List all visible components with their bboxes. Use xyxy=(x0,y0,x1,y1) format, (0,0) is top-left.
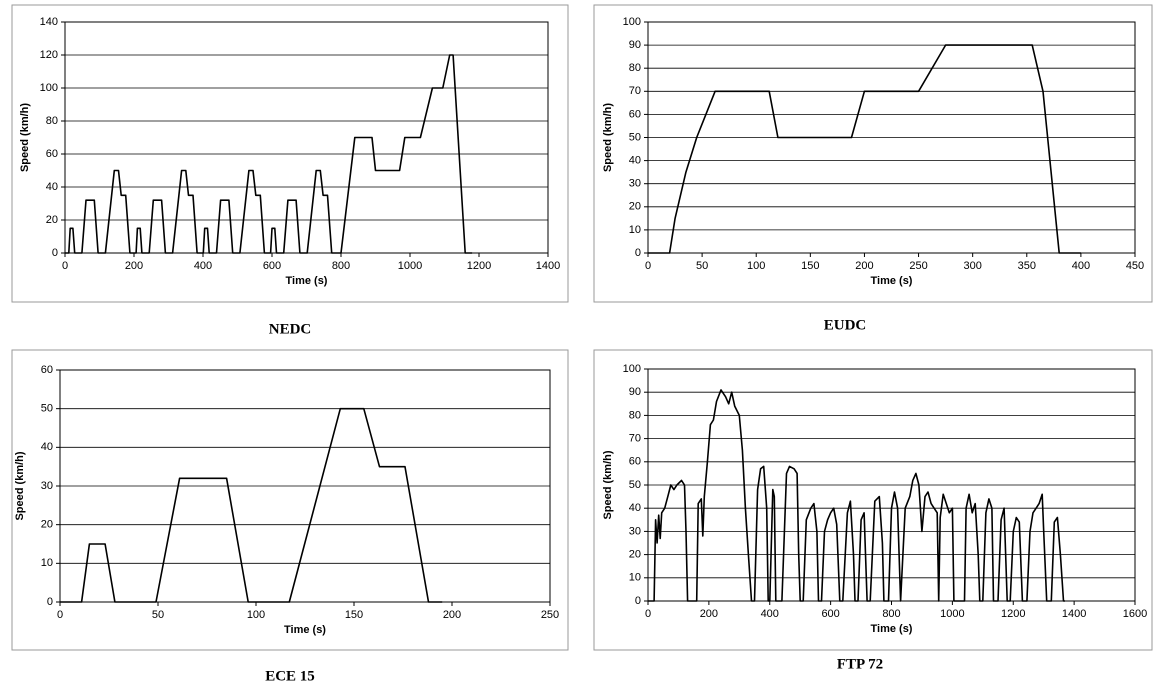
y-tick-label: 30 xyxy=(629,178,641,190)
x-tick-label: 1600 xyxy=(1123,608,1147,620)
speed-line xyxy=(60,407,443,603)
y-axis-label: Speed (km/h) xyxy=(602,103,614,172)
x-tick-label: 800 xyxy=(332,260,350,272)
y-tick-label: 20 xyxy=(629,549,641,561)
x-tick-label: 1200 xyxy=(467,260,491,272)
x-axis-label: Time (s) xyxy=(871,275,913,287)
x-tick-label: 600 xyxy=(263,260,281,272)
x-axis-label: Time (s) xyxy=(871,623,913,635)
x-tick-label: 1400 xyxy=(1062,608,1086,620)
chart-caption: EUDC xyxy=(824,317,867,333)
x-tick-label: 400 xyxy=(1072,260,1090,272)
y-tick-label: 60 xyxy=(629,108,641,120)
y-tick-label: 30 xyxy=(629,525,641,537)
x-tick-label: 350 xyxy=(1018,260,1036,272)
x-tick-label: 250 xyxy=(909,260,927,272)
y-tick-label: 140 xyxy=(40,16,58,28)
y-axis-label: Speed (km/h) xyxy=(14,451,26,520)
y-tick-label: 20 xyxy=(629,201,641,213)
x-tick-label: 200 xyxy=(700,608,718,620)
x-tick-label: 1000 xyxy=(940,608,964,620)
speed-line xyxy=(648,44,1081,254)
x-tick-label: 50 xyxy=(152,609,164,621)
x-tick-label: 1000 xyxy=(398,260,422,272)
x-axis-label: Time (s) xyxy=(284,624,326,636)
x-tick-label: 100 xyxy=(247,609,265,621)
y-tick-label: 10 xyxy=(629,224,641,236)
y-tick-label: 90 xyxy=(629,39,641,51)
y-tick-label: 40 xyxy=(629,502,641,514)
x-tick-label: 150 xyxy=(345,609,363,621)
x-tick-label: 100 xyxy=(747,260,765,272)
y-axis-label: Speed (km/h) xyxy=(602,450,614,519)
y-tick-label: 50 xyxy=(629,479,641,491)
y-tick-label: 40 xyxy=(41,441,53,453)
y-tick-label: 70 xyxy=(629,85,641,97)
x-tick-label: 0 xyxy=(57,609,63,621)
y-tick-label: 40 xyxy=(629,155,641,167)
y-tick-label: 100 xyxy=(623,363,641,375)
x-tick-label: 0 xyxy=(62,260,68,272)
y-tick-label: 0 xyxy=(635,247,641,259)
x-tick-label: 200 xyxy=(855,260,873,272)
chart-caption: NEDC xyxy=(269,321,312,337)
x-tick-label: 0 xyxy=(645,608,651,620)
y-tick-label: 60 xyxy=(629,456,641,468)
speed-line xyxy=(65,54,473,254)
y-tick-label: 0 xyxy=(52,247,58,259)
y-tick-label: 90 xyxy=(629,386,641,398)
y-tick-label: 0 xyxy=(47,596,53,608)
plot-area xyxy=(647,21,1136,254)
y-tick-label: 0 xyxy=(635,595,641,607)
y-tick-label: 60 xyxy=(41,364,53,376)
y-tick-label: 10 xyxy=(629,572,641,584)
y-tick-label: 30 xyxy=(41,480,53,492)
y-axis-label: Speed (km/h) xyxy=(19,103,31,172)
panel-frame xyxy=(593,349,1153,651)
y-tick-label: 50 xyxy=(41,403,53,415)
plot-area xyxy=(647,368,1136,602)
panel-frame xyxy=(593,4,1153,303)
y-tick-label: 40 xyxy=(46,181,58,193)
y-tick-label: 70 xyxy=(629,433,641,445)
x-tick-label: 50 xyxy=(696,260,708,272)
y-tick-label: 100 xyxy=(623,16,641,28)
x-tick-label: 200 xyxy=(443,609,461,621)
panel-frame xyxy=(11,349,569,651)
x-tick-label: 600 xyxy=(821,608,839,620)
y-tick-label: 120 xyxy=(40,49,58,61)
y-tick-label: 10 xyxy=(41,557,53,569)
y-tick-label: 80 xyxy=(46,115,58,127)
y-tick-label: 20 xyxy=(41,519,53,531)
x-tick-label: 450 xyxy=(1126,260,1144,272)
x-tick-label: 400 xyxy=(194,260,212,272)
y-tick-label: 60 xyxy=(46,148,58,160)
x-tick-label: 800 xyxy=(882,608,900,620)
y-tick-label: 80 xyxy=(629,62,641,74)
speed-line xyxy=(648,389,1065,602)
x-tick-label: 200 xyxy=(125,260,143,272)
x-axis-label: Time (s) xyxy=(286,275,328,287)
x-tick-label: 400 xyxy=(761,608,779,620)
plot-area xyxy=(59,369,551,603)
chart-caption: FTP 72 xyxy=(837,656,883,672)
y-tick-label: 80 xyxy=(629,409,641,421)
x-tick-label: 150 xyxy=(801,260,819,272)
y-tick-label: 20 xyxy=(46,214,58,226)
y-tick-label: 50 xyxy=(629,131,641,143)
x-tick-label: 1200 xyxy=(1001,608,1025,620)
panel-frame xyxy=(11,4,569,303)
y-tick-label: 100 xyxy=(40,82,58,94)
x-tick-label: 300 xyxy=(963,260,981,272)
x-tick-label: 250 xyxy=(541,609,559,621)
x-tick-label: 1400 xyxy=(536,260,560,272)
x-tick-label: 0 xyxy=(645,260,651,272)
chart-caption: ECE 15 xyxy=(265,668,315,684)
